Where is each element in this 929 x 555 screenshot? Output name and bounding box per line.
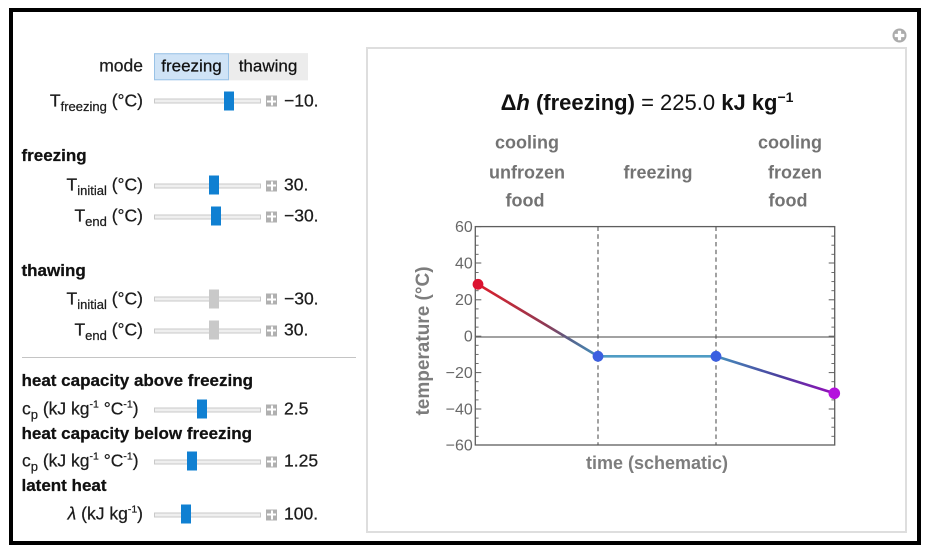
svg-text:−60: −60 <box>446 437 473 454</box>
svg-text:food: food <box>506 191 545 211</box>
svg-text:food: food <box>769 191 808 211</box>
svg-text:40: 40 <box>455 255 473 272</box>
svg-text:Δh (freezing) = 225.0 kJ kg−1: Δh (freezing) = 225.0 kJ kg−1 <box>501 89 794 115</box>
svg-text:cooling: cooling <box>495 133 559 153</box>
svg-text:−20: −20 <box>446 365 473 382</box>
svg-text:0: 0 <box>464 329 473 346</box>
svg-text:time (schematic): time (schematic) <box>586 453 728 473</box>
svg-text:temperature (°C): temperature (°C) <box>413 266 434 415</box>
svg-text:unfrozen: unfrozen <box>489 163 565 183</box>
svg-text:20: 20 <box>455 292 473 309</box>
svg-text:cooling: cooling <box>758 133 822 153</box>
svg-text:freezing: freezing <box>623 163 692 183</box>
svg-text:frozen: frozen <box>768 163 822 183</box>
svg-text:−40: −40 <box>446 401 473 418</box>
svg-text:60: 60 <box>455 219 473 236</box>
